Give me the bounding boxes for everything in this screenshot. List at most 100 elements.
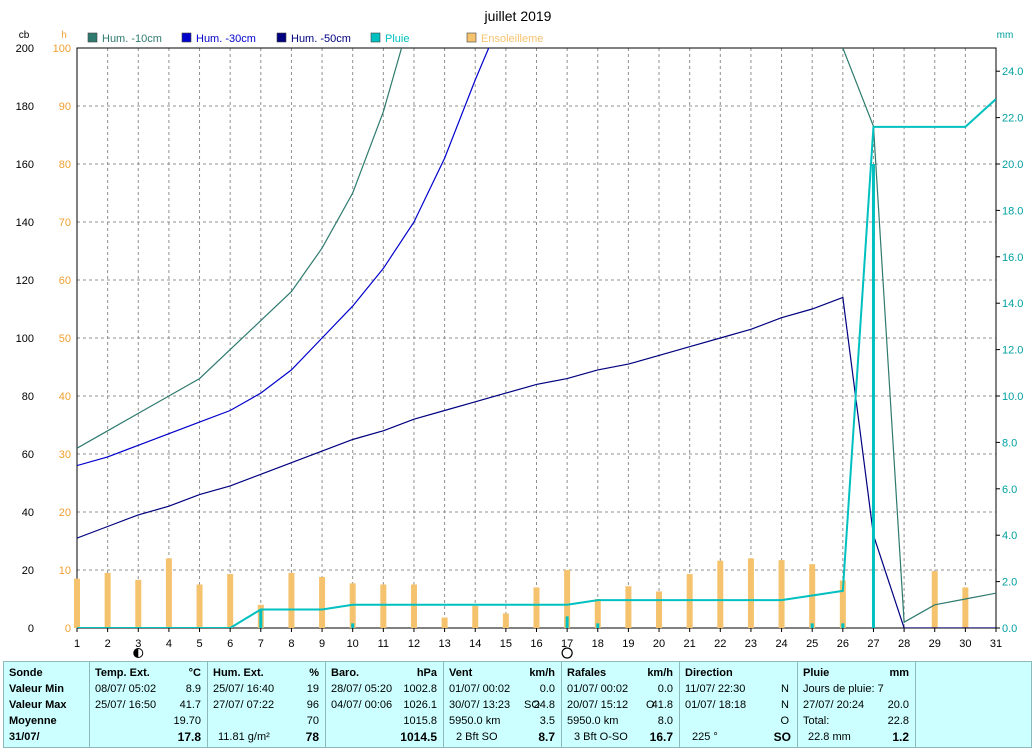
legend: Hum. -10cm Hum. -30cm Hum. -50cm Pluie Ensol… <box>87 32 543 45</box>
rain-total-label: Total: <box>803 715 830 727</box>
gust-min-value: 0.0 <box>657 683 673 695</box>
rain-days: Jours de pluie: 7 <box>803 683 884 695</box>
wind-unit: km/h <box>529 667 555 679</box>
temp-current: 17.8 <box>177 730 201 744</box>
tick-label-mm: 24.0 <box>1002 66 1023 78</box>
daily-rain-bar <box>871 164 875 628</box>
hum-header: Hum. Ext. <box>213 667 264 679</box>
dir-header: Direction <box>685 667 733 679</box>
sunshine-bar <box>839 580 846 628</box>
hum-min-time: 25/07/ 16:40 <box>213 683 275 695</box>
weather-chart: juillet 2019 cb h mm Hum. -10cm Hum. -30c… <box>16 8 1023 659</box>
tick-label-x: 17 <box>561 638 573 650</box>
rain-max-time: 27/07/ 20:24 <box>803 699 865 711</box>
hum-unit: % <box>309 667 319 679</box>
tick-label-h: 60 <box>59 275 71 287</box>
moon-shadow-icon <box>133 648 139 658</box>
daily-rain-bar <box>596 623 600 628</box>
tick-label-cb: 20 <box>22 565 34 577</box>
tick-label-h: 90 <box>59 101 71 113</box>
sunshine-bar <box>227 574 234 628</box>
dir-degrees: 225 ° <box>692 731 718 743</box>
tick-label-cb: 140 <box>16 217 34 229</box>
sunshine-bar <box>319 576 326 628</box>
tick-label-x: 16 <box>530 638 542 650</box>
sunshine-bar <box>135 579 142 628</box>
wind-header: Vent <box>449 667 473 679</box>
baro-max-value: 1026.1 <box>403 699 437 711</box>
tick-label-x: 10 <box>347 638 359 650</box>
sunshine-bar <box>502 613 509 628</box>
tick-label-mm: 0.0 <box>1002 623 1017 635</box>
tick-label-x: 18 <box>592 638 604 650</box>
daily-rain-bars <box>259 164 875 628</box>
legend-swatch <box>370 32 381 43</box>
tick-label-x: 27 <box>867 638 879 650</box>
tick-label-mm: 12.0 <box>1002 345 1023 357</box>
daily-rain-bar <box>259 609 263 628</box>
temp-max-value: 41.7 <box>179 699 201 711</box>
tick-label-x: 15 <box>500 638 512 650</box>
tick-label-mm: 4.0 <box>1002 530 1017 542</box>
tick-label-cb: 120 <box>16 275 34 287</box>
row-label-avg: Moyenne <box>9 715 57 727</box>
sunshine-bar <box>441 617 448 628</box>
series-line <box>77 48 996 624</box>
tick-label-x: 24 <box>775 638 787 650</box>
tick-label-x: 26 <box>837 638 849 650</box>
col-gusts: Rafales km/h 01/07/ 00:02 0.0 20/07/ 15:… <box>562 662 680 747</box>
sunshine-bar <box>564 570 571 628</box>
tick-label-mm: 16.0 <box>1002 252 1023 264</box>
baro-header: Baro. <box>331 667 360 679</box>
tick-label-mm: 2.0 <box>1002 577 1017 589</box>
baro-current: 1014.5 <box>400 730 437 744</box>
temp-header: Temp. Ext. <box>95 667 150 679</box>
rain-max-value: 20.0 <box>887 699 909 711</box>
tick-label-x: 4 <box>166 638 172 650</box>
axis-unit-cb: cb <box>19 30 30 41</box>
tick-label-x: 23 <box>745 638 757 650</box>
sunshine-bar <box>165 558 172 628</box>
legend-label: Ensoleilleme <box>481 33 543 45</box>
baro-max-time: 04/07/ 00:06 <box>331 699 393 711</box>
baro-min-time: 28/07/ 05:20 <box>331 683 393 695</box>
daily-rain-bar <box>565 616 569 628</box>
gust-distance: 5950.0 km <box>567 715 619 727</box>
axis-unit-h: h <box>61 30 67 41</box>
col-temp: Temp. Ext. °C 08/07/ 05:02 8.9 25/07/ 16… <box>90 662 208 747</box>
wind-max-dir: SO <box>524 699 540 711</box>
tick-label-x: 1 <box>74 638 80 650</box>
hum-max-time: 27/07/ 07:22 <box>213 699 275 711</box>
tick-label-x: 21 <box>684 638 696 650</box>
hum-current: 78 <box>305 730 319 744</box>
tick-label-cb: 200 <box>16 43 34 55</box>
tick-label-mm: 20.0 <box>1002 159 1023 171</box>
rain-current: 1.2 <box>892 730 909 744</box>
tick-label-x: 8 <box>288 638 294 650</box>
temp-average: 19.70 <box>173 715 201 727</box>
wind-min-time: 01/07/ 00:02 <box>449 683 511 695</box>
temp-unit: °C <box>188 667 201 679</box>
legend-swatch <box>87 32 98 43</box>
rain-month-total: 22.8 mm <box>808 731 851 743</box>
gust-header: Rafales <box>567 667 607 679</box>
sunshine-bar <box>410 584 417 628</box>
tick-label-mm: 6.0 <box>1002 484 1017 496</box>
sunshine-bar <box>288 572 295 628</box>
legend-swatch <box>181 32 192 43</box>
gust-max-dir: O <box>646 699 655 711</box>
rain-total: 22.8 <box>887 715 909 727</box>
hum-max-value: 96 <box>306 699 319 711</box>
tick-label-h: 10 <box>59 565 71 577</box>
legend-swatch <box>276 32 287 43</box>
col-wind: Vent km/h 01/07/ 00:02 0.0 30/07/ 13:23 … <box>444 662 562 747</box>
temp-max-time: 25/07/ 16:50 <box>95 699 157 711</box>
sunshine-bar <box>594 599 601 628</box>
tick-label-cb: 0 <box>28 623 34 635</box>
tick-label-x: 19 <box>622 638 634 650</box>
baro-min-value: 1002.8 <box>403 683 437 695</box>
daily-rain-bar <box>810 623 814 628</box>
tick-label-mm: 18.0 <box>1002 205 1023 217</box>
sunshine-bar <box>196 584 203 628</box>
tick-label-x: 14 <box>469 638 481 650</box>
